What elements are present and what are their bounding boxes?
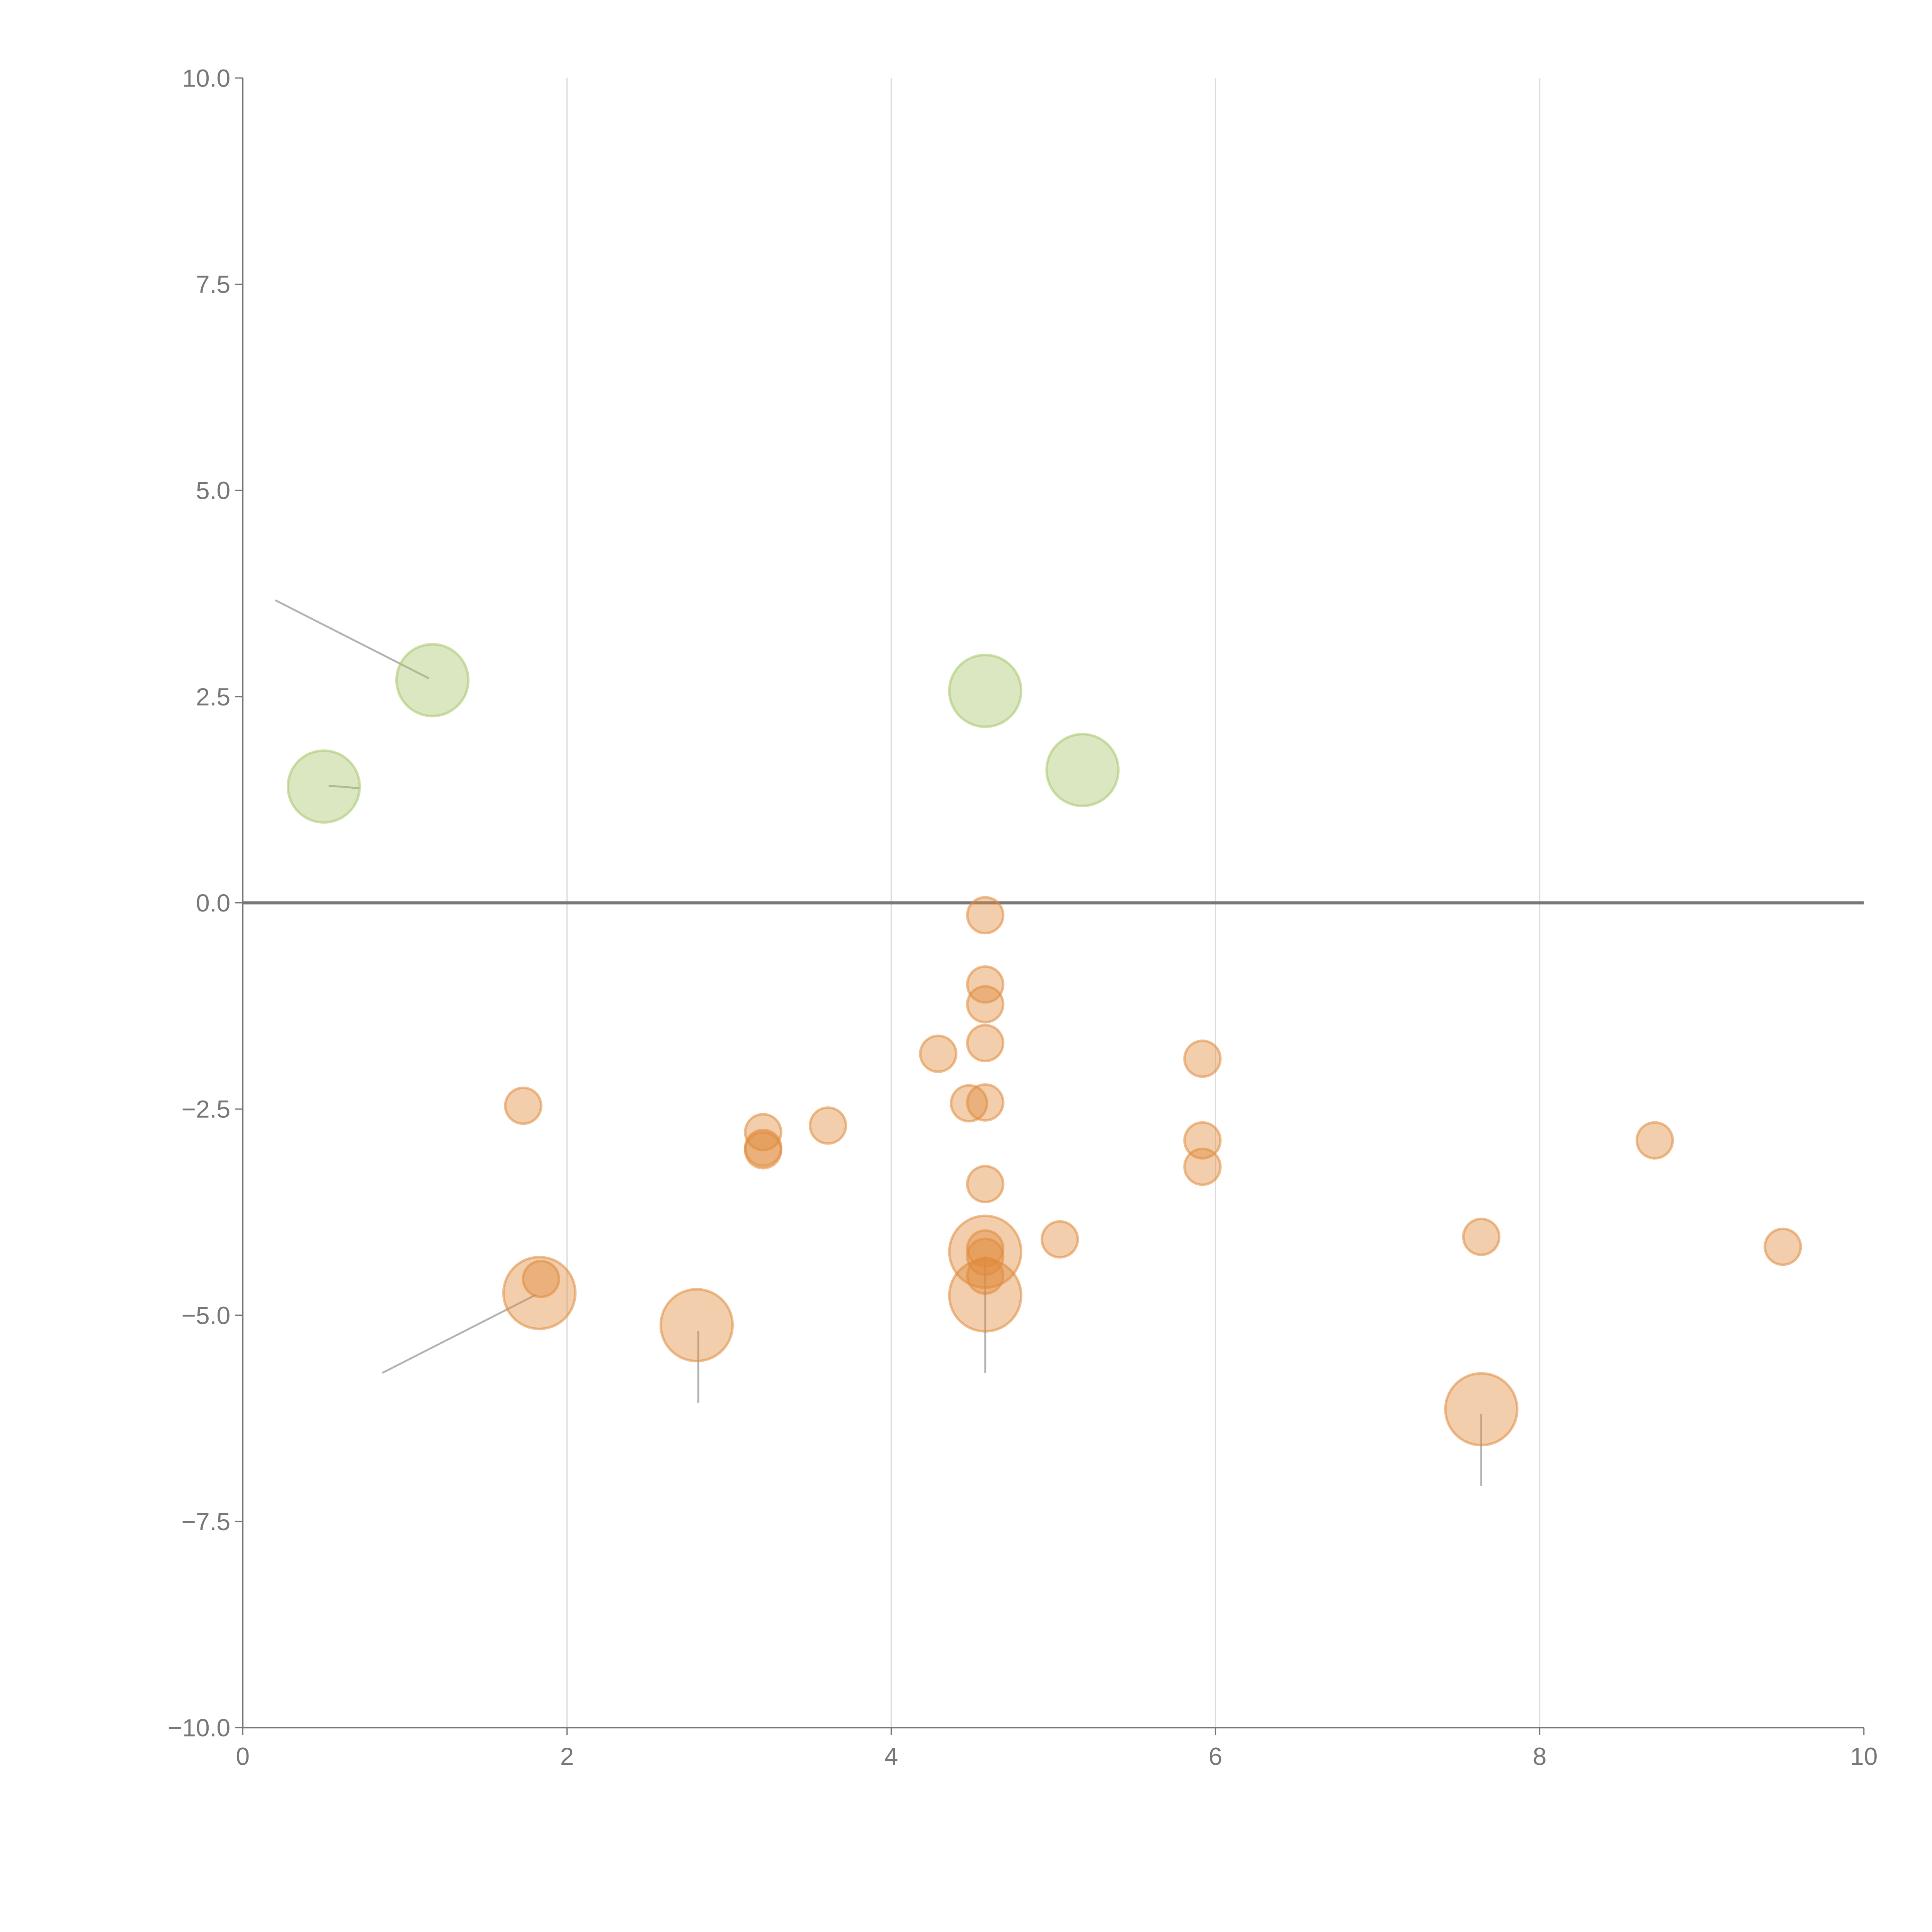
data-point-positive	[948, 653, 1022, 728]
data-point-negative	[504, 1086, 543, 1125]
data-point-negative	[966, 1083, 1005, 1122]
data-point-positive	[395, 643, 470, 718]
y-tick-label: −7.5	[182, 1508, 231, 1536]
y-tick-label: −2.5	[182, 1095, 231, 1123]
data-point-negative	[966, 965, 1005, 1004]
leader-line	[275, 599, 430, 680]
y-tick-label: 0.0	[196, 889, 230, 917]
data-point-positive	[286, 749, 361, 824]
y-tick-label: −10.0	[168, 1714, 230, 1742]
leader-line	[381, 1294, 537, 1374]
y-tick-label: 7.5	[196, 270, 230, 298]
data-point-negative	[809, 1106, 847, 1145]
x-tick-label: 4	[884, 1742, 898, 1770]
data-point-negative	[1183, 1147, 1222, 1186]
data-point-negative	[948, 1258, 1022, 1333]
data-point-negative	[1183, 1121, 1222, 1160]
data-point-negative	[744, 1131, 782, 1170]
leader-line	[328, 785, 360, 789]
data-point-negative	[966, 896, 1005, 935]
data-point-negative	[1764, 1227, 1802, 1266]
x-tick-label: 10	[1850, 1742, 1878, 1770]
data-point-negative	[966, 1256, 1005, 1295]
data-point-negative	[950, 1084, 988, 1122]
y-tick-label: 2.5	[196, 683, 230, 711]
data-point-negative	[502, 1256, 577, 1330]
data-point-negative	[1444, 1372, 1519, 1447]
data-point-negative	[1183, 1039, 1222, 1078]
data-point-negative	[966, 1024, 1005, 1063]
data-points	[286, 643, 1802, 1447]
x-tick-label: 0	[236, 1742, 250, 1770]
y-tick-label: 10.0	[182, 64, 230, 92]
x-tick-label: 8	[1533, 1742, 1547, 1770]
y-tick-label: 5.0	[196, 477, 230, 505]
data-point-negative	[948, 1214, 1022, 1289]
leader-lines	[275, 599, 1482, 1486]
data-point-negative	[919, 1034, 957, 1073]
y-tick-label: −5.0	[182, 1301, 231, 1329]
data-point-negative	[966, 985, 1005, 1024]
data-point-negative	[966, 1229, 1005, 1268]
data-point-negative	[522, 1260, 560, 1298]
x-tick-label: 6	[1209, 1742, 1223, 1770]
data-point-negative	[966, 1165, 1005, 1204]
data-point-negative	[1041, 1220, 1079, 1259]
x-tick-label: 2	[560, 1742, 574, 1770]
data-point-negative	[659, 1288, 734, 1362]
axes: 0 2 4 6 8 10 10.0 7.5 5.0 2.5 0.0 −2.5 −5.0 −7.5 −10.0	[168, 64, 1878, 1770]
data-point-negative	[1462, 1218, 1501, 1256]
data-point-positive	[1045, 733, 1120, 808]
data-point-negative	[1635, 1121, 1674, 1160]
